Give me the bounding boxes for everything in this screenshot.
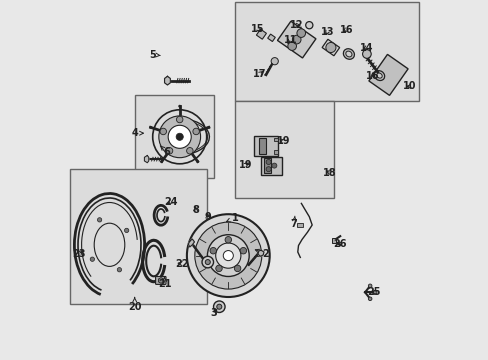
Circle shape — [367, 284, 371, 288]
Circle shape — [216, 304, 222, 309]
Text: 14: 14 — [360, 42, 373, 53]
Text: 26: 26 — [333, 239, 346, 249]
Circle shape — [362, 50, 370, 58]
Text: 10: 10 — [403, 81, 416, 91]
Text: 1: 1 — [226, 213, 238, 223]
Circle shape — [270, 58, 278, 65]
Circle shape — [234, 265, 241, 272]
Text: 13: 13 — [320, 27, 333, 37]
Circle shape — [296, 29, 305, 37]
Circle shape — [124, 228, 128, 233]
Circle shape — [90, 257, 94, 261]
Text: 21: 21 — [158, 276, 171, 289]
Text: 7: 7 — [290, 216, 297, 229]
Bar — [235, 2, 418, 101]
Circle shape — [215, 243, 241, 268]
Text: 18: 18 — [323, 168, 336, 178]
Circle shape — [209, 247, 216, 254]
Text: 5: 5 — [149, 50, 160, 60]
Text: 6: 6 — [160, 146, 169, 157]
Ellipse shape — [373, 71, 384, 81]
Bar — [331, 238, 336, 243]
Circle shape — [224, 237, 231, 243]
Polygon shape — [254, 136, 277, 156]
Ellipse shape — [376, 73, 382, 78]
Bar — [235, 101, 334, 198]
Text: 3: 3 — [210, 308, 217, 318]
Circle shape — [325, 42, 335, 53]
Circle shape — [159, 116, 200, 158]
Polygon shape — [322, 39, 339, 56]
Circle shape — [192, 128, 199, 135]
Polygon shape — [267, 34, 275, 41]
Circle shape — [149, 126, 152, 129]
Circle shape — [215, 265, 222, 272]
Text: 20: 20 — [128, 297, 141, 312]
Circle shape — [367, 297, 371, 301]
Circle shape — [194, 222, 261, 289]
Circle shape — [176, 133, 183, 140]
Bar — [273, 150, 277, 154]
Circle shape — [97, 218, 102, 222]
Polygon shape — [368, 54, 407, 95]
Text: 8: 8 — [192, 204, 199, 215]
Circle shape — [178, 105, 181, 108]
Bar — [70, 169, 206, 304]
Polygon shape — [256, 29, 266, 39]
Ellipse shape — [343, 49, 354, 59]
Circle shape — [292, 35, 301, 44]
Text: 16: 16 — [365, 71, 379, 81]
Text: 9: 9 — [204, 212, 211, 222]
Text: 22: 22 — [174, 258, 188, 269]
Text: 17: 17 — [253, 69, 266, 79]
Text: 25: 25 — [366, 287, 380, 297]
Polygon shape — [164, 76, 170, 85]
Circle shape — [160, 160, 163, 163]
Circle shape — [202, 256, 213, 268]
Polygon shape — [257, 250, 264, 256]
Text: 19: 19 — [276, 136, 289, 147]
Polygon shape — [144, 156, 148, 163]
Text: 23: 23 — [72, 249, 85, 259]
Bar — [296, 223, 303, 227]
Polygon shape — [188, 239, 194, 247]
Circle shape — [117, 267, 122, 272]
Polygon shape — [260, 157, 282, 175]
Circle shape — [166, 148, 172, 154]
Circle shape — [207, 126, 210, 129]
Text: 15: 15 — [251, 24, 264, 34]
Circle shape — [168, 125, 191, 148]
Circle shape — [213, 301, 224, 312]
Circle shape — [265, 159, 270, 165]
Text: 4: 4 — [131, 128, 143, 138]
Circle shape — [205, 260, 210, 265]
Ellipse shape — [345, 51, 351, 57]
Circle shape — [265, 167, 270, 172]
Circle shape — [305, 22, 312, 29]
FancyBboxPatch shape — [155, 276, 166, 284]
Polygon shape — [277, 21, 315, 58]
Circle shape — [186, 148, 193, 154]
Circle shape — [152, 110, 206, 164]
Bar — [273, 138, 277, 141]
Bar — [134, 95, 213, 178]
Circle shape — [271, 163, 276, 168]
Text: 12: 12 — [289, 20, 303, 30]
Circle shape — [287, 42, 296, 50]
Circle shape — [207, 235, 249, 276]
Circle shape — [176, 116, 183, 123]
Text: 2: 2 — [255, 249, 269, 259]
Polygon shape — [264, 158, 271, 173]
Circle shape — [223, 251, 233, 261]
Text: 16: 16 — [339, 24, 352, 35]
Text: 24: 24 — [163, 197, 177, 207]
Circle shape — [373, 291, 376, 294]
Text: 19: 19 — [238, 160, 252, 170]
Circle shape — [240, 247, 246, 254]
Circle shape — [160, 128, 166, 135]
Polygon shape — [258, 138, 266, 154]
Circle shape — [196, 160, 199, 163]
Text: 11: 11 — [283, 35, 297, 45]
Circle shape — [186, 214, 269, 297]
